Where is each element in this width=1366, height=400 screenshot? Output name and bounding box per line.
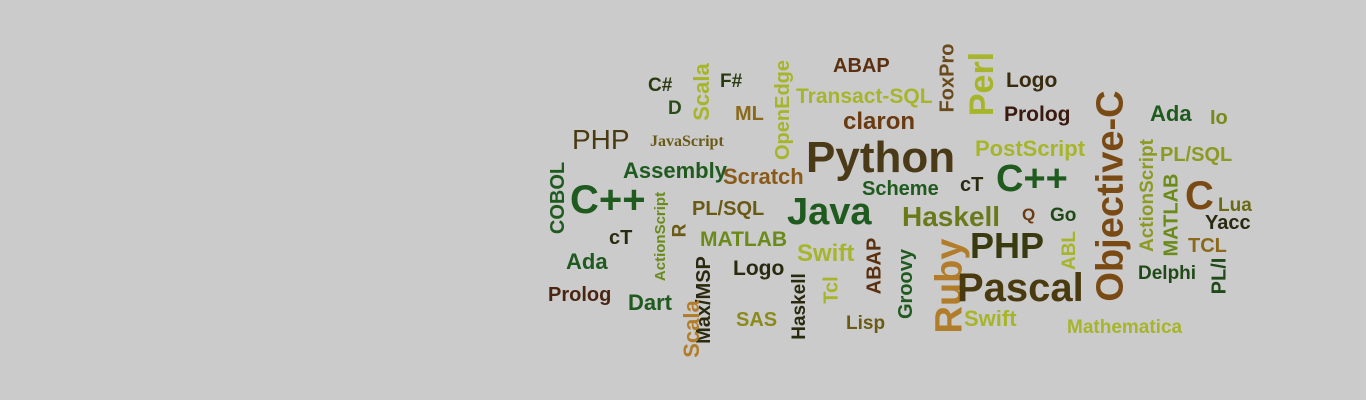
word-ada-left: Ada — [566, 249, 608, 274]
word-plsql-right: PL/SQL — [1160, 144, 1233, 166]
word-transact-sql: Transact-SQL — [796, 85, 933, 108]
word-prolog-left: Prolog — [548, 284, 612, 306]
word-prolog-top: Prolog — [1004, 103, 1071, 126]
word-matlab-left: MATLAB — [700, 228, 788, 251]
word-cobol: COBOL — [547, 161, 570, 235]
word-swift-bottom: Swift — [964, 306, 1017, 331]
word-scheme: Scheme — [862, 178, 939, 200]
word-ml: ML — [735, 103, 764, 125]
word-openedge: OpenEdge — [772, 59, 795, 161]
word-c: C — [1185, 174, 1214, 218]
word-scala-bottom: Scala — [678, 300, 704, 358]
word-matlab-right: MATLAB — [1160, 173, 1183, 257]
word-tcl-upper: TCL — [1188, 235, 1227, 257]
word-postscript: PostScript — [975, 136, 1086, 161]
word-abl: ABL — [1059, 230, 1081, 271]
word-groovy: Groovy — [895, 248, 918, 320]
word-javascript: JavaScript — [650, 133, 724, 150]
word-cpp-left: C++ — [570, 178, 646, 222]
word-logo-mid: Logo — [733, 257, 785, 280]
word-python: Python — [806, 133, 956, 182]
word-ct-left: cT — [609, 227, 633, 249]
word-ada-right: Ada — [1150, 101, 1192, 126]
word-lua: Lua — [1218, 195, 1252, 216]
word-pli: PL/I — [1208, 257, 1231, 295]
word-q: Q — [1022, 205, 1036, 224]
word-scala-top: Scala — [688, 63, 714, 121]
word-ct-right: cT — [960, 174, 984, 196]
word-logo-top: Logo — [1006, 69, 1058, 92]
word-haskell-lower: Haskell — [788, 273, 810, 340]
word-php-right: PHP — [970, 225, 1045, 266]
word-dart: Dart — [628, 290, 673, 315]
word-perl: Perl — [963, 51, 1002, 117]
word-claron: claron — [843, 108, 916, 135]
word-swift-mid: Swift — [797, 240, 855, 267]
word-csharp: C# — [648, 75, 673, 96]
word-mathematica: Mathematica — [1067, 317, 1183, 338]
word-yacc: Yacc — [1205, 212, 1251, 234]
word-lisp: Lisp — [846, 313, 886, 334]
word-tcl-lower: Tcl — [820, 276, 843, 304]
word-php-left: PHP — [572, 124, 630, 155]
word-scratch: Scratch — [723, 164, 804, 189]
word-actionscript-left: ActionScript — [652, 191, 670, 282]
word-java: Java — [787, 191, 872, 233]
word-actionscript-right: ActionScript — [1136, 139, 1158, 252]
word-pascal: Pascal — [957, 266, 1084, 310]
word-foxpro: FoxPro — [936, 43, 959, 113]
word-sas: SAS — [736, 309, 778, 331]
word-abap-top: ABAP — [833, 55, 890, 77]
word-go: Go — [1050, 205, 1077, 226]
word-d: D — [668, 98, 682, 119]
word-abap-mid: ABAP — [863, 237, 886, 295]
word-fsharp: F# — [720, 71, 743, 92]
word-plsql-left: PL/SQL — [692, 198, 765, 220]
word-haskell-mid: Haskell — [902, 201, 1001, 232]
word-io: Io — [1210, 107, 1228, 129]
word-r: R — [669, 223, 691, 238]
word-cpp-right: C++ — [996, 158, 1068, 200]
word-assembly: Assembly — [623, 158, 727, 183]
word-objective-c: Objective-C — [1089, 90, 1132, 302]
word-delphi: Delphi — [1138, 263, 1197, 284]
